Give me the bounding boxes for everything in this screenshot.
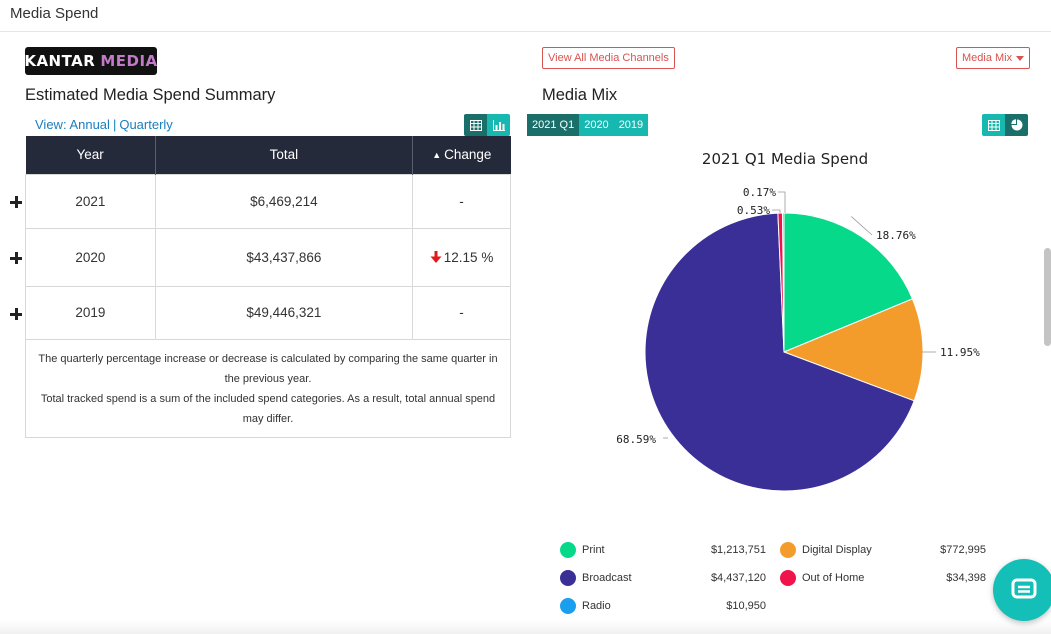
legend-label: Digital Display [802, 544, 872, 556]
expand-row-2021-icon[interactable] [10, 196, 22, 208]
chat-icon [1011, 578, 1037, 599]
pie-chart-icon [1010, 119, 1022, 131]
legend-value: $4,437,120 [710, 572, 766, 584]
legend-swatch-out-of-home [780, 570, 796, 586]
tab-2020[interactable]: 2020 [579, 114, 614, 136]
legend-swatch-print [560, 542, 576, 558]
media-mix-dropdown[interactable]: Media Mix [956, 47, 1031, 69]
cell-change: - [412, 285, 511, 340]
label-leader-line [850, 216, 873, 236]
pie-slice-radio[interactable] [782, 212, 785, 353]
cell-year: 2020 [25, 227, 156, 287]
legend-label: Radio [582, 600, 611, 612]
media-mix-dropdown-label: Media Mix [962, 52, 1013, 64]
logo-text-kantar: KANTAR [24, 52, 96, 70]
page-title: Media Spend [10, 5, 99, 22]
legend-value: $772,995 [940, 544, 986, 556]
view-quarterly-link[interactable]: Quarterly [119, 117, 173, 132]
media-table-view-button[interactable] [982, 114, 1005, 136]
label-leader-line [772, 209, 781, 213]
pie-slice-broadcast[interactable] [644, 212, 915, 492]
expand-row-2020-icon[interactable] [10, 252, 22, 264]
media-mix-view-toggle [982, 114, 1028, 136]
table-row: 2021 $6,469,214 - [25, 173, 511, 229]
tab-2021-q1[interactable]: 2021 Q1 [527, 114, 580, 136]
bar-chart-view-button[interactable] [487, 114, 510, 136]
change-value: 12.15 % [443, 249, 494, 265]
legend-swatch-digital-display [780, 542, 796, 558]
note-line-2: Total tracked spend is a sum of the incl… [40, 392, 496, 425]
year-tabs: 2021 Q1 2020 2019 [527, 114, 649, 136]
legend-swatch-radio [560, 598, 576, 614]
column-header-change-label: Change [444, 147, 492, 163]
sort-up-icon: ▲ [432, 150, 442, 161]
legend-label: Broadcast [582, 572, 632, 584]
legend-item-out-of-home[interactable]: Out of Home [780, 570, 864, 586]
tab-2019[interactable]: 2019 [613, 114, 649, 136]
table-icon [987, 119, 1000, 131]
cell-change: - [412, 173, 511, 229]
kantar-media-logo: KANTAR MEDIA [24, 47, 158, 75]
media-spend-pie-chart: 2021 Q1 Media Spend 18.76% 11.95% 68.59% 0.… [616, 150, 980, 492]
pie-slice-print[interactable] [783, 212, 914, 353]
legend-value: $1,213,751 [710, 544, 766, 556]
note-line-1: The quarterly percentage increase or dec… [38, 352, 498, 385]
caret-down-icon [1016, 55, 1025, 61]
view-switcher: View: Annual | Quarterly [35, 117, 173, 132]
table-note: The quarterly percentage increase or dec… [25, 338, 511, 438]
column-header-change[interactable]: ▲ Change [412, 136, 511, 174]
cell-total: $49,446,321 [154, 285, 414, 340]
legend-item-broadcast[interactable]: Broadcast [560, 570, 632, 586]
label-leader-line [778, 191, 786, 213]
legend-label: Out of Home [802, 572, 865, 584]
summary-title: Estimated Media Spend Summary [25, 86, 276, 104]
summary-view-toggle [464, 114, 510, 136]
table-icon [469, 119, 482, 131]
view-separator: | [112, 117, 117, 132]
cell-change: 12.15 % [412, 227, 511, 287]
pie-data-label: 0.53% [737, 204, 770, 217]
legend-item-print[interactable]: Print [560, 542, 605, 558]
arrow-down-icon [430, 250, 442, 263]
page-header: Media Spend [0, 0, 1051, 32]
cell-total: $43,437,866 [154, 227, 414, 287]
pie-chart-view-button[interactable] [1005, 114, 1028, 136]
column-header-total[interactable]: Total [155, 136, 414, 174]
media-mix-title: Media Mix [542, 86, 618, 104]
spend-summary-table: Year Total ▲ Change 2021 $6,469,214 - 202… [25, 136, 511, 438]
legend-value: $10,950 [726, 600, 766, 612]
bar-chart-icon [492, 119, 505, 131]
legend-value: $34,398 [946, 572, 986, 584]
table-row: 2020 $43,437,866 12.15 % [25, 227, 511, 287]
expand-row-2019-icon[interactable] [10, 308, 22, 320]
legend-item-radio[interactable]: Radio [560, 598, 611, 614]
chart-title: 2021 Q1 Media Spend [702, 150, 868, 168]
table-row: 2019 $49,446,321 - [25, 285, 511, 340]
pie-data-label: 11.95% [940, 346, 980, 359]
pie-data-label: 0.17% [743, 186, 776, 199]
table-note-row: The quarterly percentage increase or dec… [25, 338, 511, 438]
chat-button[interactable] [993, 559, 1051, 621]
view-all-media-channels-button[interactable]: View All Media Channels [542, 47, 675, 69]
cell-year: 2021 [25, 173, 156, 229]
table-view-button[interactable] [464, 114, 487, 136]
legend-swatch-broadcast [560, 570, 576, 586]
pie-data-label: 68.59% [616, 433, 656, 446]
bottom-fade [0, 620, 1051, 634]
pie-slice-digital-display[interactable] [782, 298, 924, 402]
view-annual-link[interactable]: View: Annual [35, 117, 110, 132]
column-header-year[interactable]: Year [25, 136, 156, 174]
cell-year: 2019 [25, 285, 156, 340]
logo-text-media: MEDIA [100, 52, 158, 70]
legend-label: Print [582, 544, 605, 556]
pie-legend: Print $1,213,751 Digital Display $772,99… [560, 542, 1000, 622]
legend-item-digital-display[interactable]: Digital Display [780, 542, 872, 558]
scrollbar[interactable] [1044, 248, 1051, 346]
pie-data-label: 18.76% [876, 229, 916, 242]
cell-total: $6,469,214 [154, 173, 414, 229]
